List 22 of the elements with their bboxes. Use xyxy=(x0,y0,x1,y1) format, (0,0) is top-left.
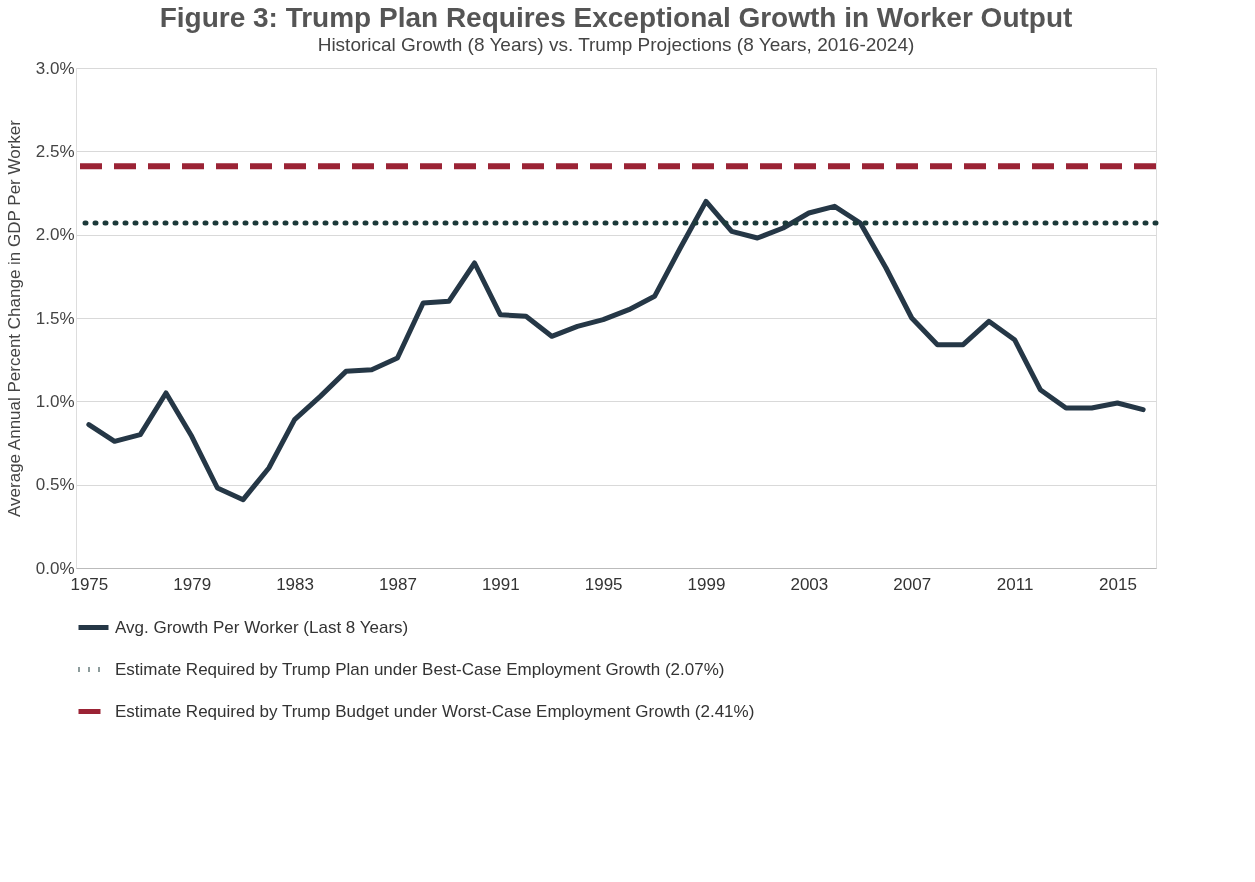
x-tick-label: 2011 xyxy=(996,574,1034,594)
y-tick-label: 2.5% xyxy=(35,141,75,161)
x-tick-label: 2007 xyxy=(893,574,932,594)
legend-label: Estimate Required by Trump Plan under Best-Case Employment Growth (2.07%) xyxy=(115,659,725,679)
chart-subtitle: Historical Growth (8 Years) vs. Trump Projections (8 Years, 2016-2024) xyxy=(317,34,915,55)
y-axis-title: Average Annual Percent Change in GDP Per Worker xyxy=(4,119,24,517)
legend-label: Estimate Required by Trump Budget under Worst-Case Employment Growth (2.41%) xyxy=(115,701,755,721)
x-tick-label: 1999 xyxy=(687,574,726,594)
legend-label: Avg. Growth Per Worker (Last 8 Years) xyxy=(115,617,409,637)
x-tick-label: 1995 xyxy=(584,574,623,594)
x-tick-label: 1987 xyxy=(379,574,417,594)
y-tick-label: 3.0% xyxy=(35,58,75,78)
y-tick-label: 1.5% xyxy=(35,308,75,328)
chart-title: Figure 3: Trump Plan Requires Exceptional Growth in Worker Output xyxy=(159,2,1073,33)
y-tick-label: 2.0% xyxy=(35,225,75,245)
y-tick-label: 1.0% xyxy=(35,391,75,411)
x-tick-label: 2015 xyxy=(1099,574,1137,594)
x-tick-label: 1991 xyxy=(481,574,520,594)
y-tick-label: 0.5% xyxy=(35,475,75,495)
x-tick-label: 1983 xyxy=(276,574,314,594)
x-tick-label: 1979 xyxy=(173,574,212,594)
x-tick-label: 2003 xyxy=(790,574,829,594)
